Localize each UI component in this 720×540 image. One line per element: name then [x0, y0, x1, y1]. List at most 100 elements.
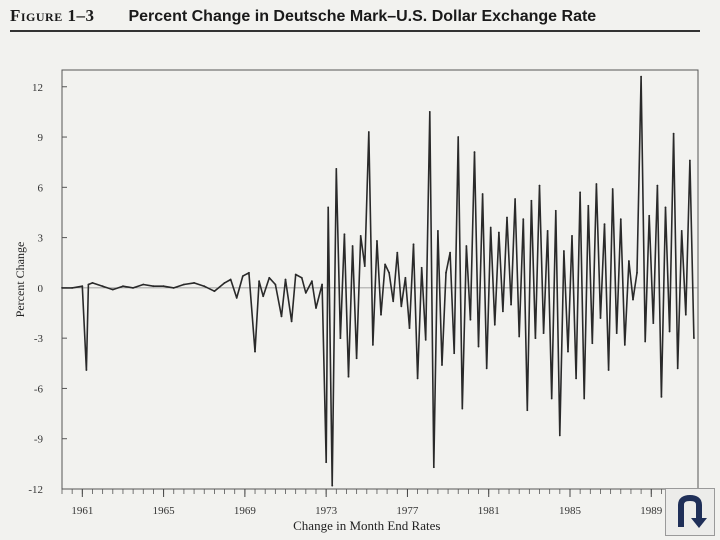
data-point	[502, 310, 504, 313]
data-point	[152, 285, 155, 288]
data-point	[311, 280, 313, 283]
data-point	[668, 330, 671, 333]
return-arrow-icon	[678, 494, 707, 528]
data-point	[579, 191, 582, 194]
data-point	[363, 265, 366, 267]
y-tick-label: 6	[38, 182, 44, 194]
data-point	[680, 229, 683, 232]
data-point	[489, 226, 492, 229]
data-point	[367, 131, 370, 133]
data-point	[648, 214, 651, 217]
plot-frame	[61, 69, 699, 490]
data-point	[122, 285, 124, 288]
data-point	[628, 260, 630, 262]
data-point	[652, 322, 655, 324]
y-tick-label: 9	[38, 132, 44, 144]
data-point	[660, 395, 663, 398]
data-point	[327, 206, 330, 209]
data-point	[522, 218, 525, 221]
x-tick-label: 1977	[396, 505, 419, 517]
data-point	[388, 271, 391, 274]
data-point	[111, 288, 114, 291]
data-point	[591, 342, 594, 345]
data-point	[534, 337, 537, 340]
header-rule	[10, 30, 700, 32]
data-point	[481, 193, 484, 195]
data-point	[284, 278, 287, 281]
data-point	[343, 233, 346, 236]
figure-header: Figure 1–3 Percent Change in Deutsche Ma…	[10, 6, 700, 32]
data-point	[392, 300, 395, 303]
data-point	[241, 275, 244, 278]
data-point	[461, 407, 464, 410]
data-point	[546, 229, 549, 232]
data-point	[416, 377, 419, 380]
data-point	[526, 409, 529, 412]
data-point	[493, 323, 496, 326]
data-point	[449, 251, 452, 254]
data-point	[335, 167, 338, 170]
y-axis-title: Percent Change	[13, 242, 27, 318]
data-point	[656, 184, 659, 187]
data-point	[172, 286, 175, 289]
data-point	[183, 283, 185, 286]
data-point	[371, 343, 374, 346]
data-point	[325, 461, 328, 464]
x-tick-label: 1973	[315, 505, 338, 517]
data-point	[248, 271, 250, 274]
data-point	[485, 367, 488, 370]
data-point	[473, 151, 476, 154]
data-point	[424, 338, 427, 341]
data-point	[376, 240, 378, 242]
data-point	[562, 250, 565, 252]
data-point	[518, 335, 521, 338]
data-point	[506, 216, 508, 219]
y-tick-label: -12	[28, 484, 43, 496]
return-button[interactable]	[665, 488, 715, 536]
data-point	[477, 345, 480, 348]
data-point	[465, 245, 468, 247]
data-point	[688, 159, 691, 162]
data-point	[280, 315, 283, 318]
data-point	[351, 245, 354, 247]
data-point	[71, 286, 74, 289]
data-point	[554, 209, 557, 212]
data-point	[132, 286, 135, 289]
data-point	[575, 377, 577, 380]
data-point	[203, 285, 206, 288]
data-point	[510, 303, 512, 306]
data-point	[235, 297, 238, 299]
data-point	[193, 281, 195, 284]
data-point	[514, 198, 517, 200]
data-point	[420, 266, 423, 269]
data-point	[603, 223, 606, 226]
data-point	[595, 183, 598, 185]
data-point	[339, 337, 342, 340]
data-point	[457, 136, 460, 138]
data-point	[355, 357, 358, 360]
data-point	[437, 229, 439, 232]
x-tick-label: 1989	[640, 505, 663, 517]
data-point	[290, 320, 293, 323]
y-tick-label: 12	[32, 82, 43, 94]
data-point	[400, 305, 403, 308]
data-point	[229, 278, 232, 281]
data-point	[497, 231, 500, 234]
series-line-0	[62, 75, 695, 487]
x-tick-label: 1985	[559, 505, 582, 517]
data-point	[101, 285, 104, 288]
data-point	[268, 276, 271, 279]
data-point	[258, 280, 260, 283]
data-point	[441, 364, 443, 366]
data-point	[469, 318, 472, 321]
data-point	[61, 286, 63, 289]
data-point	[91, 281, 94, 284]
data-point	[315, 307, 317, 309]
data-point	[331, 484, 334, 487]
data-point	[676, 367, 679, 370]
data-point	[412, 243, 415, 246]
data-point	[142, 283, 145, 286]
data-point	[384, 263, 386, 266]
data-point	[404, 276, 407, 279]
